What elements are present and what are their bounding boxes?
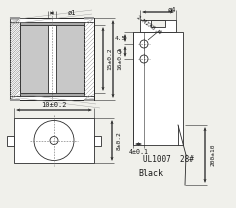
Bar	[20, 93, 84, 100]
Bar	[10, 18, 94, 22]
Bar	[84, 18, 94, 100]
Bar	[140, 20, 176, 32]
Bar	[20, 18, 84, 100]
Bar	[151, 20, 165, 27]
Bar	[10, 96, 94, 100]
Bar	[10, 18, 20, 100]
Text: 8±0.2: 8±0.2	[117, 131, 122, 150]
Text: ø1: ø1	[68, 10, 76, 16]
Text: 4.5: 4.5	[114, 36, 126, 41]
Bar	[133, 32, 183, 145]
Bar	[94, 135, 101, 146]
Text: 2-M2X0.4: 2-M2X0.4	[135, 15, 162, 36]
Text: 16±0.2: 16±0.2	[118, 48, 122, 70]
Bar	[84, 18, 94, 100]
Text: Black: Black	[138, 168, 163, 177]
Bar	[48, 25, 56, 93]
Bar	[7, 135, 14, 146]
Bar	[14, 118, 94, 163]
Bar	[10, 18, 94, 100]
Text: 15±0.2: 15±0.2	[108, 48, 113, 70]
Text: 10±0.2: 10±0.2	[41, 102, 67, 108]
Text: ø4: ø4	[168, 7, 176, 13]
Bar	[20, 18, 84, 25]
Text: UL1007  28#: UL1007 28#	[143, 156, 194, 165]
Text: 5: 5	[118, 48, 122, 54]
Bar	[10, 18, 20, 100]
Text: 4±0.1: 4±0.1	[128, 149, 148, 155]
Text: 200±10: 200±10	[211, 144, 215, 166]
